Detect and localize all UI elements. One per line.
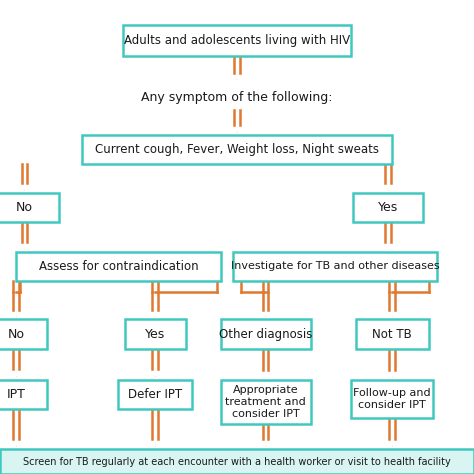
Text: Investigate for TB and other diseases: Investigate for TB and other diseases [231,261,439,272]
FancyBboxPatch shape [16,252,221,281]
Text: Follow-up and
consider IPT: Follow-up and consider IPT [354,388,431,410]
FancyBboxPatch shape [356,319,429,349]
Text: Other diagnosis: Other diagnosis [219,328,312,341]
Text: Yes: Yes [145,328,165,341]
Text: Adults and adolescents living with HIV: Adults and adolescents living with HIV [124,34,350,47]
FancyBboxPatch shape [118,380,192,409]
FancyBboxPatch shape [0,193,59,222]
Text: Current cough, Fever, Weight loss, Night sweats: Current cough, Fever, Weight loss, Night… [95,143,379,156]
FancyBboxPatch shape [221,380,310,424]
Text: Defer IPT: Defer IPT [128,388,182,401]
Text: Screen for TB regularly at each encounter with a health worker or visit to healt: Screen for TB regularly at each encounte… [23,456,451,467]
Text: No: No [8,328,25,341]
FancyBboxPatch shape [0,449,474,474]
Text: No: No [16,201,33,214]
FancyBboxPatch shape [351,380,433,418]
FancyBboxPatch shape [123,25,351,56]
FancyBboxPatch shape [0,319,47,349]
Text: Yes: Yes [378,201,398,214]
FancyBboxPatch shape [0,380,47,409]
FancyBboxPatch shape [82,135,392,164]
Text: Appropriate
treatment and
consider IPT: Appropriate treatment and consider IPT [225,385,306,419]
Text: Not TB: Not TB [373,328,412,341]
Text: Assess for contraindication: Assess for contraindication [39,260,198,273]
Text: IPT: IPT [7,388,26,401]
FancyBboxPatch shape [233,252,437,281]
FancyBboxPatch shape [221,319,310,349]
Text: Any symptom of the following:: Any symptom of the following: [141,91,333,104]
FancyBboxPatch shape [354,193,423,222]
FancyBboxPatch shape [125,319,186,349]
